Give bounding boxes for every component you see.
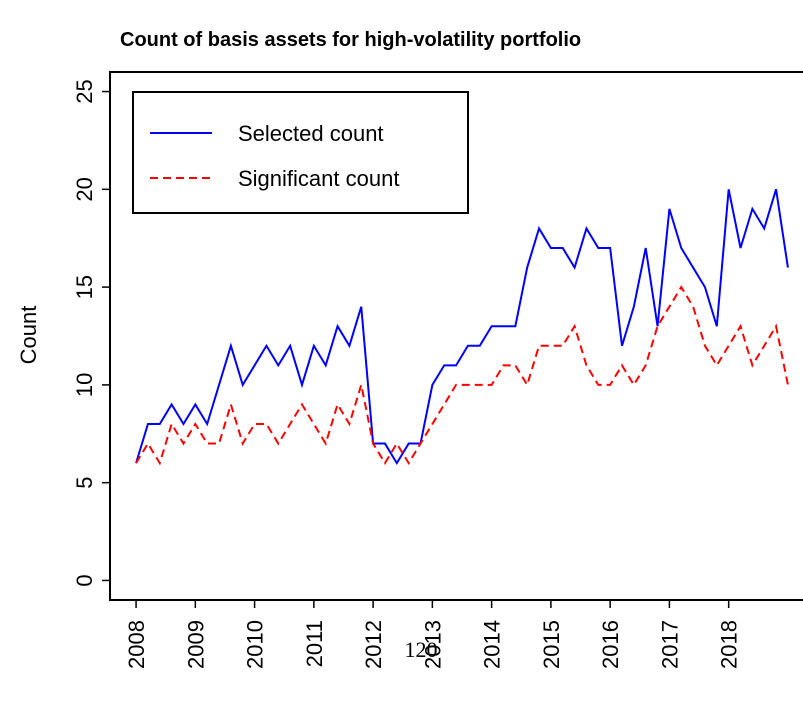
- chart-title: Count of basis assets for high-volatilit…: [120, 29, 581, 51]
- legend-label: Selected count: [238, 121, 384, 146]
- legend-label: Significant count: [238, 166, 399, 191]
- legend-box: [132, 91, 469, 214]
- series-line: [135, 285, 789, 466]
- series-line: [135, 189, 789, 466]
- x-tick-label: 2018: [717, 620, 742, 669]
- page-number: 120: [405, 637, 438, 662]
- x-tick-label: 2011: [302, 620, 327, 667]
- y-tick-label: 10: [72, 373, 97, 397]
- x-tick-label: 2008: [124, 620, 149, 669]
- y-tick-label: 15: [72, 275, 97, 299]
- x-tick-label: 2010: [243, 620, 268, 669]
- y-tick-label: 20: [72, 177, 97, 201]
- x-tick-label: 2016: [598, 620, 623, 669]
- x-tick-label: 2009: [183, 620, 208, 669]
- y-tick-label: 5: [72, 477, 97, 489]
- y-tick-label: 0: [72, 574, 97, 586]
- x-tick-label: 2015: [539, 620, 564, 669]
- x-tick-label: 2017: [657, 620, 682, 669]
- x-tick-label: 2014: [480, 620, 505, 669]
- x-tick-label: 2013: [420, 620, 445, 669]
- y-axis-label: Count: [16, 306, 41, 365]
- y-tick-label: 25: [72, 79, 97, 103]
- x-tick-label: 2012: [361, 620, 386, 669]
